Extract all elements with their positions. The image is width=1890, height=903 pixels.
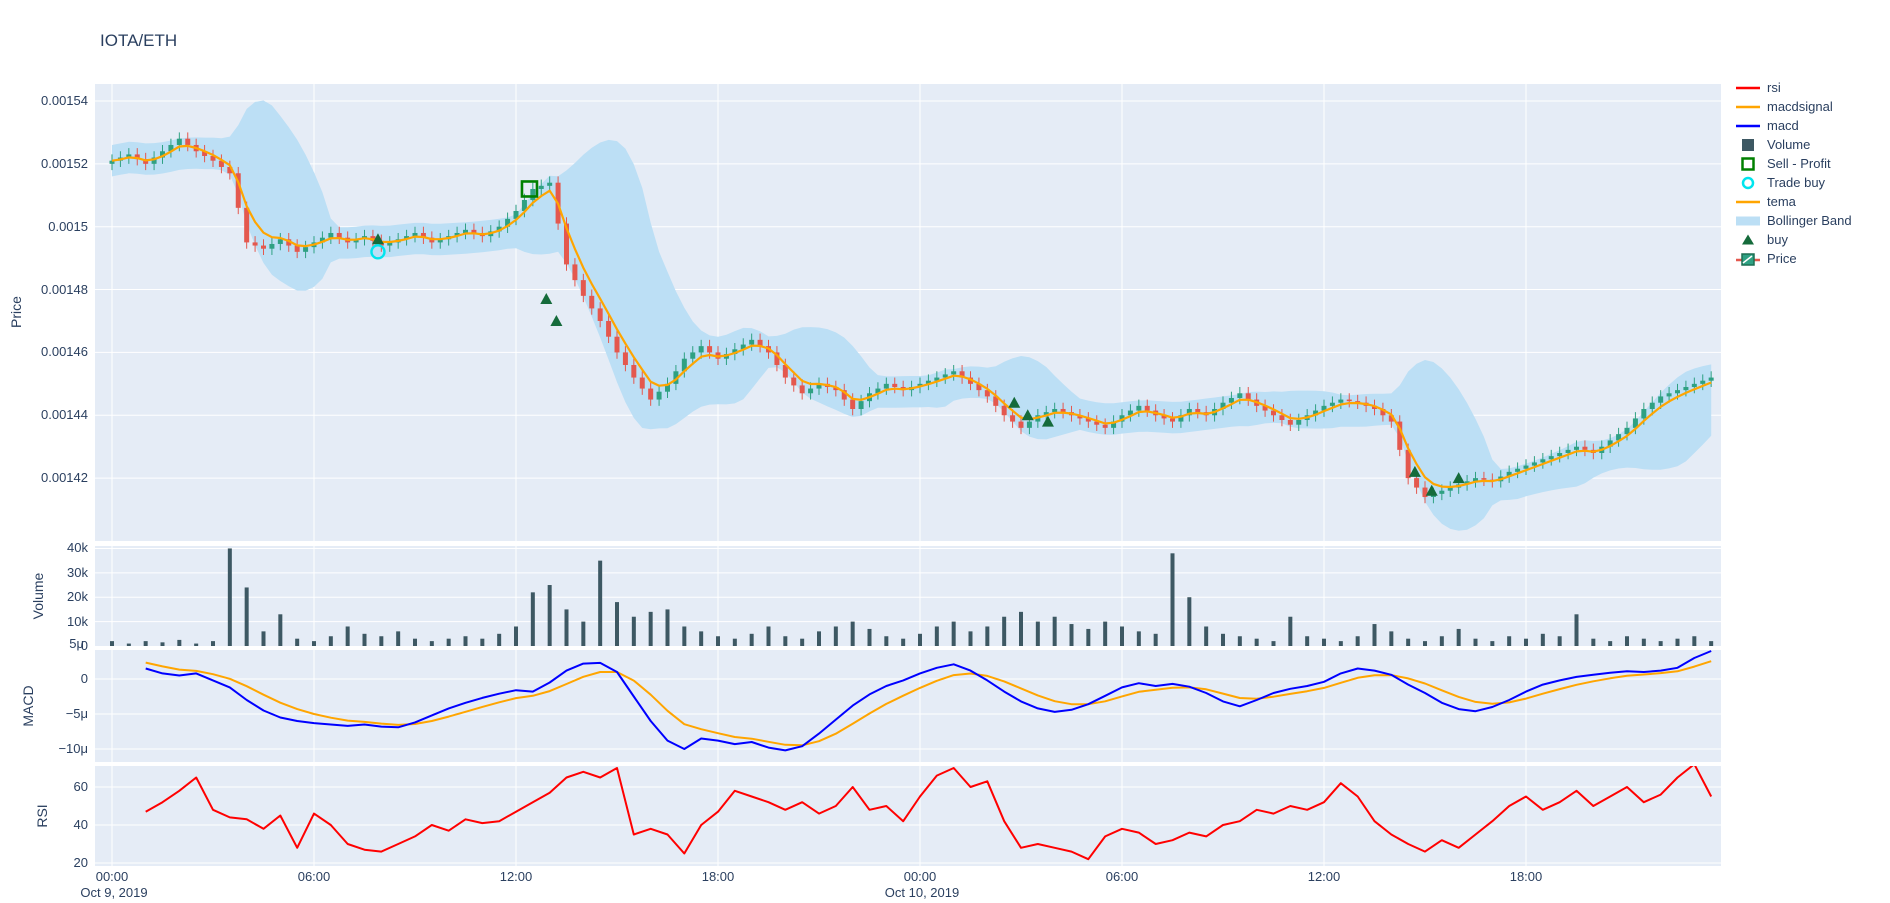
legend: rsi macdsignal macd Volume Sell - Profit Trad… bbox=[1733, 78, 1852, 268]
volume-tick-label: 0 bbox=[80, 638, 88, 653]
page-title: IOTA/ETH bbox=[100, 31, 178, 50]
macd-series bbox=[145, 650, 1712, 752]
macdsignal-swatch-icon bbox=[1736, 105, 1760, 108]
legend-item-tema[interactable]: tema bbox=[1733, 192, 1852, 211]
price-axis-title: Price bbox=[8, 296, 24, 328]
price-tick-label: 0.00152 bbox=[41, 155, 88, 171]
tema-swatch-icon bbox=[1736, 200, 1760, 203]
price-tick-label: 0.00154 bbox=[41, 92, 88, 108]
legend-label: Trade buy bbox=[1767, 175, 1826, 190]
sell-profit-marker bbox=[520, 180, 539, 198]
volume-panel[interactable] bbox=[95, 546, 1721, 646]
legend-item-bollinger-band[interactable]: Bollinger Band bbox=[1733, 211, 1852, 230]
legend-item-volume[interactable]: Volume bbox=[1733, 135, 1852, 154]
legend-label: Sell - Profit bbox=[1767, 156, 1831, 171]
x-tick-label: 06:00 bbox=[297, 869, 331, 884]
legend-label: Price bbox=[1767, 251, 1797, 266]
legend-label: tema bbox=[1767, 194, 1796, 209]
buy-marker bbox=[1021, 409, 1034, 421]
macd-tick-label: −10μ bbox=[58, 741, 88, 756]
legend-label: Volume bbox=[1767, 137, 1811, 152]
macd-swatch-icon bbox=[1736, 124, 1760, 127]
x-tick-label: 18:00 bbox=[701, 869, 735, 884]
legend-item-trade-buy[interactable]: Trade buy bbox=[1733, 173, 1852, 192]
volume-series bbox=[110, 548, 1714, 646]
buy-marker bbox=[1408, 465, 1421, 477]
volume-tick-label: 40k bbox=[67, 540, 88, 556]
buy-marker bbox=[540, 292, 553, 304]
legend-label: macd bbox=[1767, 118, 1799, 133]
legend-label: rsi bbox=[1767, 80, 1781, 95]
rsi-tick-label: 40 bbox=[73, 817, 88, 832]
trade-buy-swatch-icon bbox=[1741, 176, 1755, 189]
legend-item-buy[interactable]: buy bbox=[1733, 230, 1852, 249]
x-date-label: Oct 10, 2019 bbox=[884, 885, 960, 900]
price-swatch-icon bbox=[1736, 252, 1760, 266]
rsi-tick-label: 20 bbox=[73, 855, 88, 870]
x-date-label: Oct 9, 2019 bbox=[80, 885, 148, 900]
buy-swatch-icon bbox=[1742, 234, 1754, 244]
volume-tick-label: 30k bbox=[67, 564, 88, 580]
legend-item-macd[interactable]: macd bbox=[1733, 116, 1852, 135]
price-series bbox=[109, 100, 1714, 531]
legend-item-price[interactable]: Price bbox=[1733, 249, 1852, 268]
buy-marker bbox=[550, 314, 563, 326]
macd-tick-label: 5μ bbox=[69, 636, 84, 651]
buy-marker bbox=[1041, 415, 1054, 427]
volume-tick-label: 10k bbox=[67, 613, 88, 629]
macd-tick-label: 0 bbox=[80, 671, 88, 686]
price-tick-label: 0.0015 bbox=[48, 218, 88, 234]
legend-label: Bollinger Band bbox=[1767, 213, 1852, 228]
legend-label: buy bbox=[1767, 232, 1788, 247]
buy-marker bbox=[371, 233, 384, 245]
bollinger-band-swatch-icon bbox=[1736, 216, 1760, 225]
macd-tick-label: −5μ bbox=[65, 706, 88, 721]
rsi-swatch-icon bbox=[1736, 86, 1760, 89]
macd-panel[interactable] bbox=[95, 650, 1721, 762]
buy-marker bbox=[1452, 472, 1465, 484]
buy-marker bbox=[1008, 396, 1021, 408]
legend-item-rsi[interactable]: rsi bbox=[1733, 78, 1852, 97]
volume-swatch-icon bbox=[1742, 138, 1754, 151]
legend-label: macdsignal bbox=[1767, 99, 1833, 114]
x-tick-label: 00:00 bbox=[903, 869, 937, 884]
sell-profit-swatch-icon bbox=[1741, 156, 1755, 171]
rsi-series bbox=[145, 766, 1713, 861]
price-tick-label: 0.00146 bbox=[41, 344, 88, 360]
rsi-tick-label: 60 bbox=[73, 779, 88, 794]
x-tick-label: 18:00 bbox=[1509, 869, 1543, 884]
x-tick-label: 12:00 bbox=[1307, 869, 1341, 884]
price-tick-label: 0.00144 bbox=[41, 407, 88, 423]
legend-item-sell-profit[interactable]: Sell - Profit bbox=[1733, 154, 1852, 173]
legend-item-macdsignal[interactable]: macdsignal bbox=[1733, 97, 1852, 116]
price-tick-label: 0.00142 bbox=[41, 470, 88, 486]
rsi-panel[interactable] bbox=[95, 766, 1721, 866]
x-tick-label: 00:00 bbox=[95, 869, 129, 884]
x-tick-label: 06:00 bbox=[1105, 869, 1139, 884]
buy-marker bbox=[1425, 484, 1438, 496]
trade-buy-marker bbox=[370, 244, 386, 260]
price-tick-label: 0.00148 bbox=[41, 281, 88, 297]
volume-tick-label: 20k bbox=[67, 589, 88, 605]
x-tick-label: 12:00 bbox=[499, 869, 533, 884]
